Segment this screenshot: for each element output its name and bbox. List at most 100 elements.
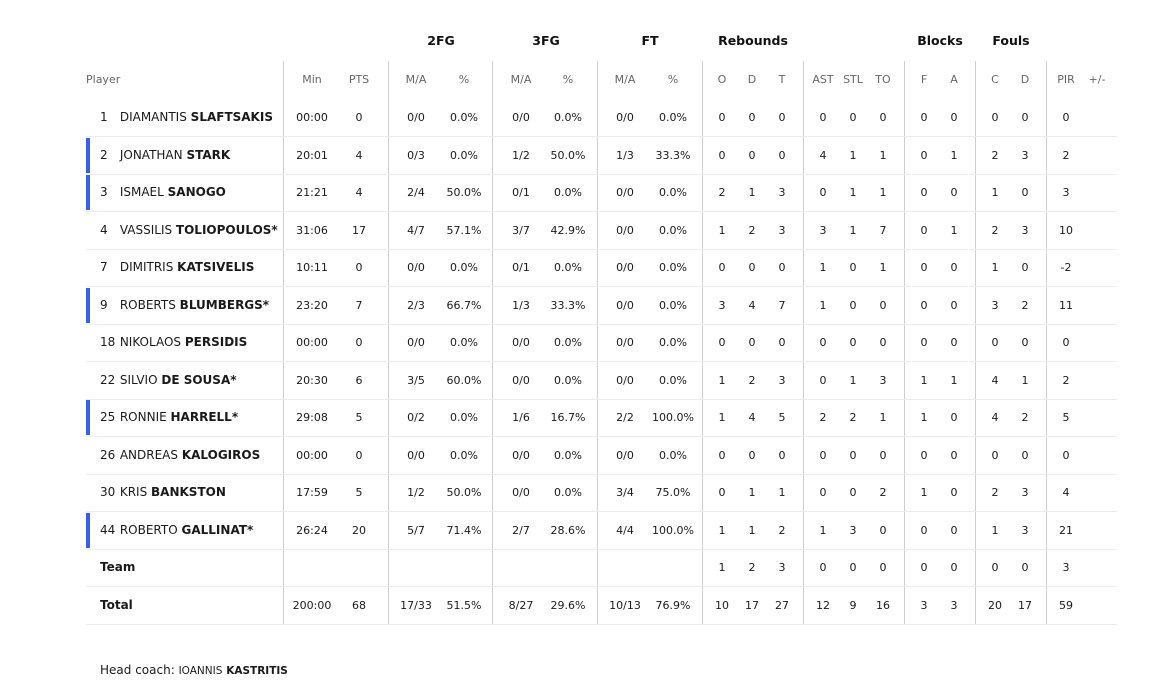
column-header-reb-t[interactable]: T [778, 73, 786, 86]
column-header-reb-o[interactable]: O [717, 73, 727, 86]
stat-fg3-pct: 29.6% [550, 598, 586, 612]
stat-fg2-pct: 0.0% [450, 411, 478, 424]
stat-reb-d: 2 [748, 223, 756, 237]
stat-stl: 9 [849, 598, 857, 612]
stat-reb-d: 0 [748, 148, 756, 162]
stat-ft-ma: 0/0 [616, 448, 634, 462]
stat-blk-f: 0 [920, 223, 928, 237]
stat-fg2-pct: 57.1% [446, 223, 482, 237]
player-name[interactable]: 9 ROBERTS BLUMBERGS* [100, 287, 269, 324]
column-header-fg2-ma[interactable]: M/A [405, 73, 427, 86]
stat-reb-t: 3 [778, 223, 786, 237]
stat-ft-pct: 0.0% [659, 298, 687, 312]
stat-blk-a: 0 [950, 186, 958, 199]
stat-reb-o: 1 [718, 373, 726, 387]
stat-fg2-ma: 0/0 [407, 448, 425, 462]
stat-foul-d: 0 [1021, 186, 1029, 199]
stat-stl: 3 [849, 523, 857, 537]
stat-min: 00:00 [296, 448, 328, 462]
column-header-ft-ma[interactable]: M/A [614, 73, 636, 86]
column-header-stl[interactable]: STL [843, 73, 863, 86]
total-row: Total 200:00 68 17/33 51.5% 8/27 29.6% 10/13 76.… [86, 587, 1117, 625]
stat-reb-o: 0 [718, 336, 726, 349]
head-coach-first-name: IOANNIS [178, 665, 223, 677]
stat-blk-a: 0 [950, 411, 958, 424]
player-name[interactable]: 3 ISMAEL SANOGO [100, 174, 226, 211]
player-name[interactable]: 22 SILVIO DE SOUSA* [100, 362, 237, 399]
stat-reb-t: 0 [778, 448, 786, 462]
player-number: 22 [100, 372, 116, 387]
head-coach-last-name: KASTRITIS [226, 665, 288, 677]
stat-blk-f: 0 [920, 523, 928, 537]
starter-marker [86, 137, 90, 173]
stat-fg2-pct: 0.0% [450, 448, 478, 462]
column-header-plusminus[interactable]: +/- [1088, 73, 1106, 86]
stat-plusminus [1069, 324, 1125, 361]
stat-foul-d: 17 [1018, 598, 1032, 612]
column-header-reb-d[interactable]: D [747, 73, 757, 86]
player-name[interactable]: 7 DIMITRIS KATSIVELIS [100, 249, 254, 286]
player-name[interactable]: 18 NIKOLAOS PERSIDIS [100, 324, 247, 361]
stat-to: 16 [876, 598, 890, 612]
column-header-blk-a[interactable]: A [950, 73, 958, 86]
stat-reb-o: 0 [718, 448, 726, 462]
column-header-blk-f[interactable]: F [920, 73, 928, 86]
stat-blk-a: 0 [950, 523, 958, 537]
stat-stl: 0 [849, 336, 857, 349]
stat-ast: 0 [819, 336, 827, 349]
stat-blk-a: 0 [950, 111, 958, 124]
column-header-foul-c[interactable]: C [991, 73, 999, 86]
group-header-2fg: 2FG [427, 33, 455, 48]
player-number: 3 [100, 185, 108, 199]
column-header-pts[interactable]: PTS [348, 73, 370, 86]
stat-ft-ma: 0/0 [616, 298, 634, 312]
stat-blk-a: 0 [950, 561, 958, 574]
column-header-foul-d[interactable]: D [1020, 73, 1030, 86]
stat-foul-c: 0 [991, 561, 999, 574]
stat-ast: 0 [819, 111, 827, 124]
column-header-ft-pct[interactable]: % [667, 73, 679, 86]
player-last-name: PERSIDIS [184, 335, 248, 349]
player-name[interactable]: 44 ROBERTO GALLINAT* [100, 512, 253, 549]
player-number: 9 [100, 297, 108, 312]
stat-ft-pct: 0.0% [659, 186, 687, 199]
stat-blk-a: 0 [950, 298, 958, 312]
stat-fg2-ma: 5/7 [407, 523, 425, 537]
stat-ft-pct: 100.0% [652, 523, 694, 537]
stat-reb-t: 0 [778, 148, 786, 162]
stat-ast: 0 [819, 373, 827, 387]
stat-fg2-pct: 66.7% [446, 298, 482, 312]
player-name[interactable]: 25 RONNIE HARRELL* [100, 399, 238, 436]
column-header-fg2-pct[interactable]: % [458, 73, 470, 86]
column-header-pir[interactable]: PIR [1057, 73, 1075, 86]
player-number: 7 [100, 260, 108, 274]
stat-pts: 7 [355, 298, 363, 312]
player-name[interactable]: 4 VASSILIS TOLIOPOULOS* [100, 212, 278, 249]
stat-fg3-pct: 0.0% [554, 111, 582, 124]
stat-to: 2 [879, 486, 887, 499]
column-header-fg3-pct[interactable]: % [562, 73, 574, 86]
stat-foul-c: 4 [991, 411, 999, 424]
player-name[interactable]: 2 JONATHAN STARK [100, 137, 230, 174]
player-name[interactable]: 30 KRIS BANKSTON [100, 474, 226, 511]
stat-reb-o: 3 [718, 298, 726, 312]
stat-min: 20:01 [296, 148, 328, 162]
player-name[interactable]: 1 DIAMANTIS SLAFTSAKIS [100, 99, 273, 136]
player-first-name: ANDREAS [119, 447, 178, 462]
player-last-name: SANOGO [167, 185, 226, 199]
player-first-name: DIMITRIS [119, 260, 174, 274]
column-header-fg3-ma[interactable]: M/A [510, 73, 532, 86]
column-header-ast[interactable]: AST [812, 73, 834, 86]
player-name[interactable]: 26 ANDREAS KALOGIROS [100, 437, 260, 474]
column-header-player[interactable]: Player [86, 73, 121, 86]
stat-to: 3 [879, 373, 887, 387]
column-header-min[interactable]: Min [302, 73, 322, 86]
player-row: 44 ROBERTO GALLINAT* 26:24 20 5/7 71.4% 2/7 28… [86, 512, 1117, 550]
stat-foul-d: 3 [1021, 486, 1029, 499]
column-header-to[interactable]: TO [875, 73, 891, 86]
column-divider [492, 61, 493, 624]
stat-blk-f: 0 [920, 561, 928, 574]
stat-foul-c: 3 [991, 298, 999, 312]
player-number: 30 [100, 485, 116, 499]
